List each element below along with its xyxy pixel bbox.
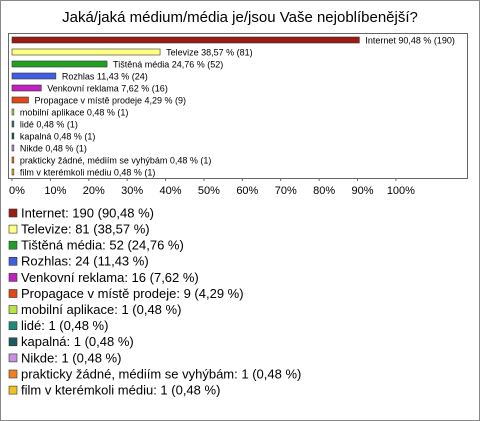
bar-label: lidé 0,48 % (1) xyxy=(20,119,78,129)
legend-label: Nikde: 1 (0,48 %) xyxy=(21,350,121,365)
bar xyxy=(11,96,29,104)
legend-swatch xyxy=(8,289,18,298)
bar-label: kapalná 0,48 % (1) xyxy=(20,131,96,141)
bar-label: Propagace v místě prodeje 4,29 % (9) xyxy=(34,95,186,105)
bar xyxy=(11,108,15,116)
x-tick-label: 50% xyxy=(198,185,220,197)
plot-frame xyxy=(8,33,468,179)
legend-label: Tištěná média: 52 (24,76 %) xyxy=(21,238,184,253)
chart-title: Jaká/jaká médium/média je/jsou Vaše nejo… xyxy=(62,9,418,26)
x-tick-label: 20% xyxy=(83,185,105,197)
legend-label: kapalná: 1 (0,48 %) xyxy=(21,334,134,349)
legend-label: Rozhlas: 24 (11,43 %) xyxy=(21,254,149,269)
x-tick-label: 80% xyxy=(313,185,335,197)
legend-swatch xyxy=(8,240,18,250)
legend-swatch xyxy=(8,337,18,347)
x-tick-label: 100% xyxy=(387,185,415,197)
bar xyxy=(11,60,108,68)
bar-label: prakticky žádné, médiím se vyhýbám 0,48 … xyxy=(20,155,212,165)
bar-label: Internet 90,48 % (190) xyxy=(365,35,455,45)
legend-swatch xyxy=(8,353,18,363)
bar xyxy=(11,156,15,164)
x-tick-label: 30% xyxy=(121,185,143,197)
legend-swatch xyxy=(8,369,18,379)
x-tick-label: 0% xyxy=(9,185,25,197)
bar-label: Televize 38,57 % (81) xyxy=(166,47,253,57)
bar xyxy=(11,144,15,152)
legend-swatch xyxy=(8,208,18,218)
bar-label: film v kterémkoli médiu 0,48 % (1) xyxy=(20,167,156,177)
legend-label: lidé: 1 (0,48 %) xyxy=(21,318,108,333)
bar xyxy=(11,120,15,128)
legend-swatch xyxy=(8,273,18,282)
legend-swatch xyxy=(8,305,18,314)
bar-label: Tištěná média 24,76 % (52) xyxy=(113,59,223,69)
legend-swatch xyxy=(8,321,18,331)
x-tick-label: 90% xyxy=(351,185,373,197)
bar-label: Nikde 0,48 % (1) xyxy=(20,143,87,153)
legend-swatch xyxy=(8,385,18,395)
legend-label: film v kterémkoli médiu: 1 (0,48 %) xyxy=(21,383,220,398)
legend-label: mobilní aplikace: 1 (0,48 %) xyxy=(21,302,181,317)
bar xyxy=(11,84,42,92)
bar xyxy=(11,72,57,80)
legend-label: prakticky žádné, médiím se vyhýbám: 1 (0… xyxy=(21,366,301,381)
bar xyxy=(11,48,161,56)
legend-label: Internet: 190 (90,48 %) xyxy=(21,205,154,220)
legend-swatch xyxy=(8,224,18,234)
bar xyxy=(11,132,15,140)
bar xyxy=(11,36,360,44)
legend-label: Televize: 81 (38,57 %) xyxy=(21,222,150,237)
legend-label: Propagace v místě prodeje: 9 (4,29 %) xyxy=(21,286,244,301)
x-tick-label: 70% xyxy=(275,185,297,197)
legend-swatch xyxy=(8,256,18,266)
x-tick-label: 60% xyxy=(236,185,258,197)
bar-label: mobilní aplikace 0,48 % (1) xyxy=(20,107,129,117)
bar-label: Rozhlas 11,43 % (24) xyxy=(62,71,148,81)
bar-label: Venkovní reklama 7,62 % (16) xyxy=(47,83,168,93)
x-tick-label: 10% xyxy=(44,185,66,197)
x-tick-label: 40% xyxy=(160,185,182,197)
bar xyxy=(11,168,15,176)
legend-label: Venkovní reklama: 16 (7,62 %) xyxy=(21,270,199,285)
